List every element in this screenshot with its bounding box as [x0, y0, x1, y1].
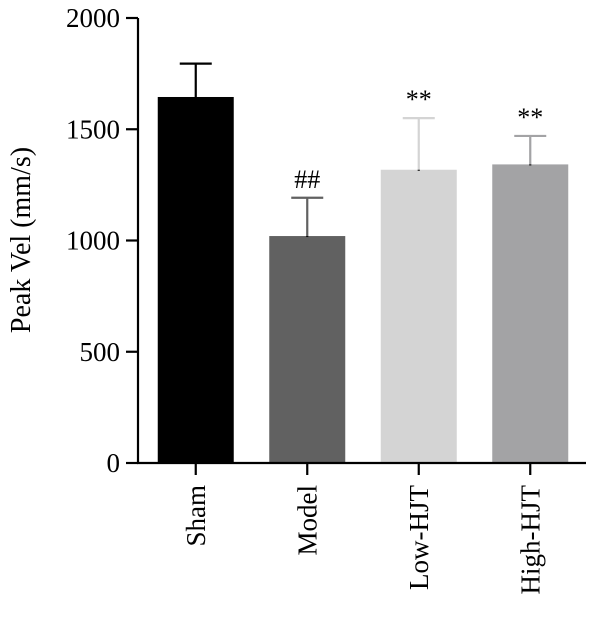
bar-low-hjt [380, 169, 457, 463]
significance-annotations: ## ** ** [294, 85, 543, 194]
bar-sham [157, 96, 234, 464]
y-tick-label: 1000 [66, 226, 120, 256]
significance-label: ** [517, 103, 543, 132]
significance-label: ** [406, 85, 432, 114]
error-bars-layer [179, 62, 547, 238]
y-axis-title: Peak Vel (mm/s) [6, 147, 37, 333]
bar-high-hjt [492, 164, 569, 463]
y-tick-label: 1500 [66, 114, 120, 144]
y-tick-label: 2000 [66, 3, 120, 33]
x-tick-label-sham: Sham [181, 485, 211, 547]
y-tick-label: 0 [107, 448, 121, 478]
x-tick-label-model: Model [292, 485, 322, 556]
bar-model [269, 236, 346, 463]
x-tick-label-high-hjt: High-HJT [515, 485, 545, 595]
x-ticks: Sham Model Low-HJT High-HJT [181, 463, 545, 595]
x-tick-label-low-hjt: Low-HJT [404, 484, 434, 589]
significance-label: ## [294, 165, 320, 194]
bars-layer [157, 96, 569, 464]
y-ticks: 0 500 1000 1500 2000 [66, 3, 138, 478]
y-tick-label: 500 [80, 337, 121, 367]
